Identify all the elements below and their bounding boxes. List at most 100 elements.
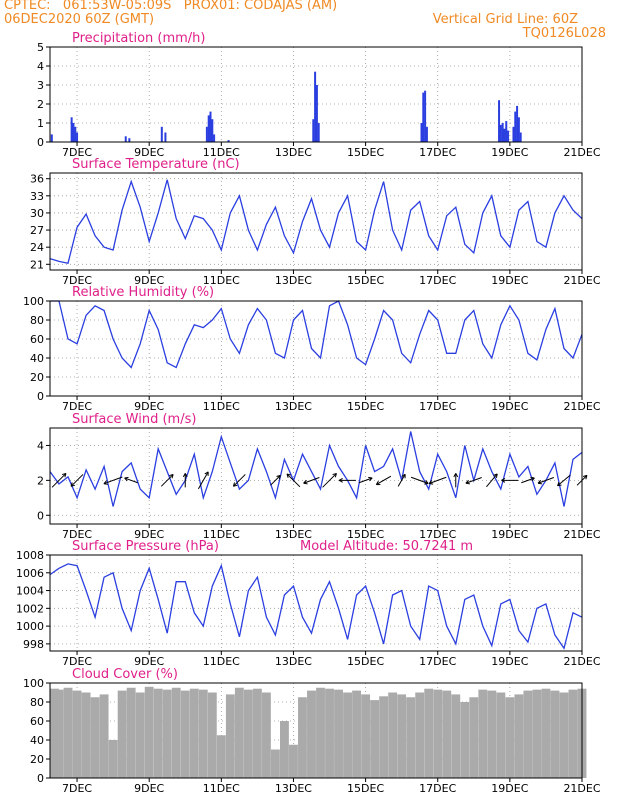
cloud-bar [216, 735, 226, 778]
cloud-bar [99, 694, 109, 778]
x-tick-label: 11DEC [203, 528, 240, 541]
x-tick-label: 19DEC [491, 528, 528, 541]
y-tick-label: 33 [30, 190, 44, 203]
y-tick-label: 60 [30, 715, 44, 728]
x-tick-label: 17DEC [419, 274, 456, 287]
cloud-bar [225, 694, 235, 778]
cloud-bar [424, 688, 434, 778]
cloud-bar [307, 690, 316, 778]
wind-arrow [124, 476, 138, 484]
wind-arrow [51, 472, 67, 488]
wind-arrow [428, 476, 447, 485]
panel-frame [49, 172, 583, 271]
precip-bar [317, 123, 320, 142]
y-tick-label: 1008 [16, 549, 44, 562]
wind-arrow [197, 471, 209, 490]
cloud-bar [433, 689, 443, 778]
x-tick-label: 13DEC [275, 782, 312, 795]
cloud-bar [171, 687, 181, 778]
panel-title: Surface Wind (m/s) [72, 412, 196, 427]
x-tick-label: 11DEC [203, 655, 240, 668]
wind-arrow [322, 472, 337, 488]
x-tick-label: 13DEC [275, 655, 312, 668]
header-model-id: TQ0126L028 [522, 26, 606, 41]
wind-arrow [358, 476, 373, 484]
precip-bar [76, 132, 79, 142]
y-tick-label: 1002 [16, 602, 44, 615]
precip-bar [499, 124, 502, 142]
x-tick-label: 19DEC [491, 782, 528, 795]
x-tick-label: 11DEC [203, 274, 240, 287]
cloud-bar [153, 688, 163, 778]
header-datetime: 06DEC2020 60Z (GMT) [4, 12, 155, 27]
cloud-bar [261, 692, 271, 778]
x-tick-label: 7DEC [62, 146, 92, 159]
panel-rh: Relative Humidity (%) 0 20 40 60 80 100 7DEC 9DE… [23, 285, 601, 413]
cloud-bar [54, 689, 64, 778]
header-grid-note: Vertical Grid Line: 60Z [432, 12, 578, 27]
cloud-bar [50, 688, 59, 778]
precip-bar [211, 119, 214, 142]
x-tick-label: 11DEC [203, 146, 240, 159]
precip-bar [72, 123, 75, 142]
wind-arrow [486, 473, 498, 488]
panel-frame [49, 554, 583, 652]
precip-bar [314, 71, 317, 142]
pressure-series-line [49, 563, 583, 650]
y-tick-label: 0 [37, 772, 44, 785]
x-tick-label: 7DEC [62, 655, 92, 668]
cloud-bar [108, 740, 118, 778]
cloud-bar [388, 692, 398, 778]
wind-series-line [49, 431, 583, 507]
cloud-bar [207, 692, 217, 778]
precip-bar [519, 132, 522, 142]
panel-frame [49, 46, 583, 143]
y-tick-label: 1000 [16, 620, 44, 633]
cloud-bar [523, 690, 533, 778]
y-tick-label: 20 [30, 371, 44, 384]
panel-title: Surface Temperature (nC) [72, 157, 240, 172]
cloud-bar [280, 721, 289, 778]
panel-title: Surface Pressure (hPa) [72, 539, 219, 554]
precip-bar [425, 126, 428, 142]
precip-bar [315, 85, 318, 142]
precip-bar [213, 134, 216, 142]
precip-bar [501, 123, 504, 142]
panel-wind: Surface Wind (m/s) 0 2 4 7DEC 9DEC 11DEC 13DEC 1… [37, 412, 601, 541]
cloud-bar [505, 697, 515, 778]
cloud-bar [189, 688, 199, 778]
precip-bar [164, 132, 167, 142]
cloud-bar [487, 690, 497, 778]
y-tick-label: 4 [37, 60, 44, 73]
y-tick-label: 100 [23, 677, 44, 690]
precip-bar [124, 136, 127, 142]
cloud-bar [298, 697, 307, 778]
y-tick-label: 80 [30, 314, 44, 327]
panel-pressure: Surface Pressure (hPa) Model Altitude: 50… [16, 539, 601, 668]
y-tick-label: 36 [30, 173, 44, 186]
x-tick-label: 17DEC [419, 400, 456, 413]
y-tick-label: 0 [37, 136, 44, 149]
x-tick-label: 9DEC [134, 274, 164, 287]
y-tick-label: 0 [37, 390, 44, 403]
precip-bar [507, 130, 510, 142]
x-tick-label: 21DEC [563, 782, 600, 795]
x-tick-label: 15DEC [347, 400, 384, 413]
cloud-bar [568, 689, 578, 778]
y-tick-label: 5 [37, 41, 44, 54]
x-tick-label: 21DEC [563, 655, 600, 668]
y-tick-label: 1004 [16, 585, 44, 598]
cloud-bar [252, 688, 262, 778]
cloud-bar [451, 694, 461, 778]
panel-title: Relative Humidity (%) [72, 285, 214, 300]
cloud-bar [532, 689, 542, 778]
cloud-bar [126, 687, 136, 778]
cloud-bar [415, 692, 425, 778]
header-line1: CPTEC: 061:53W-05:09S PROX01: CODAJAS (A… [4, 0, 338, 13]
precip-bar [160, 126, 163, 142]
panel-cloud: Cloud Cover (%) 0 20 40 60 80 100 7DEC 9DEC 11DEC… [23, 667, 601, 795]
x-tick-label: 9DEC [134, 400, 164, 413]
panel-frame [49, 300, 583, 397]
x-tick-label: 19DEC [491, 655, 528, 668]
